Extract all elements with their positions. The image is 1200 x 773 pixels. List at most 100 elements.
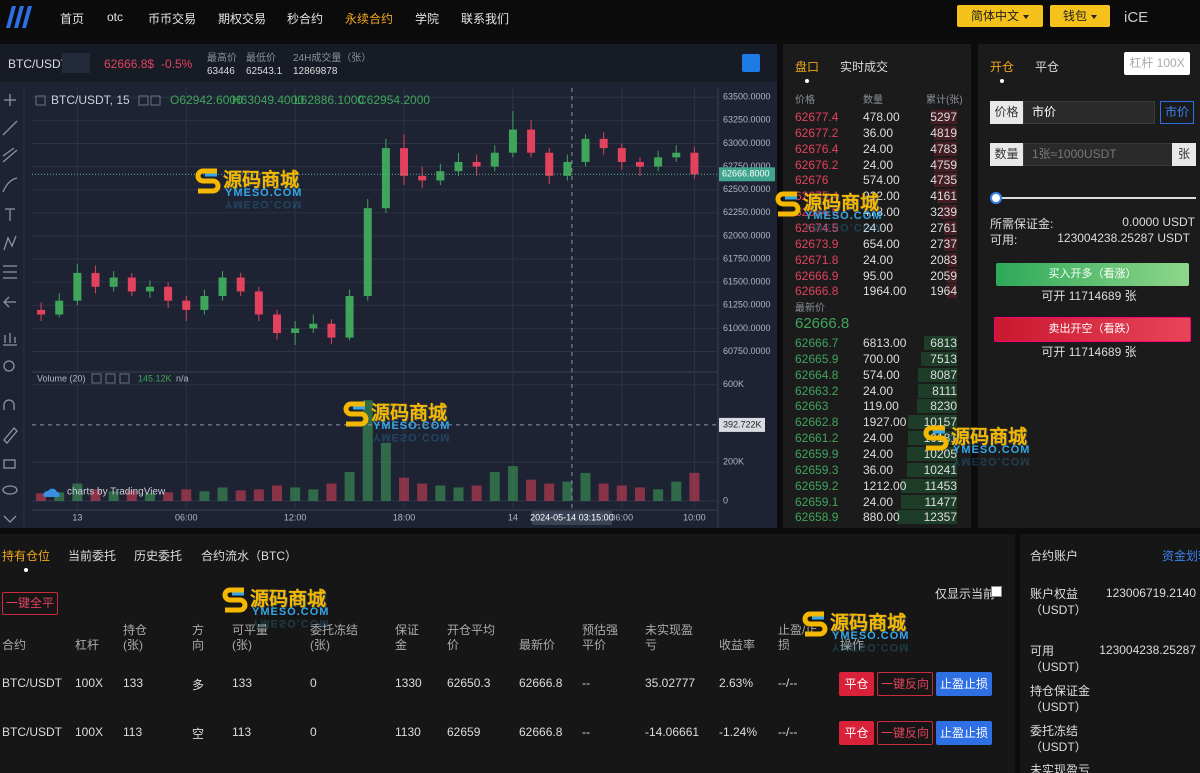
drawing-toolbar <box>2 94 18 523</box>
order-total: 2059 <box>930 268 957 283</box>
price-input[interactable]: 市价 <box>1023 101 1155 124</box>
volume-legend-icon[interactable] <box>91 373 102 384</box>
row-action-button[interactable]: 一键反向 <box>877 672 933 696</box>
market-price-button[interactable]: 市价 <box>1160 101 1194 124</box>
order-book-row[interactable]: 62666.7 6813.00 6813 <box>783 335 971 351</box>
logo[interactable] <box>4 4 34 30</box>
position-tab[interactable]: 当前委托 <box>68 549 117 563</box>
position-tab[interactable]: 合约流水（BTC） <box>201 549 298 563</box>
order-book-row[interactable]: 62671.8 24.00 2083 <box>783 252 971 268</box>
nav-item[interactable]: 永续合约 <box>345 12 394 26</box>
volume-legend-icon[interactable] <box>105 373 116 384</box>
tool-line[interactable] <box>2 120 18 136</box>
order-price: 62663.2 <box>795 383 839 398</box>
order-book-row[interactable]: 62659.9 24.00 10205 <box>783 446 971 462</box>
depth-bar <box>946 252 957 267</box>
volume-bar <box>253 489 264 501</box>
order-book-row[interactable]: 62666.8 1964.00 1964 <box>783 283 971 299</box>
order-book-row[interactable]: 62666.9 95.00 2059 <box>783 268 971 284</box>
row-action-button[interactable]: 止盈止损 <box>936 721 992 745</box>
legend-settings[interactable] <box>138 95 149 106</box>
order-book-tab[interactable]: 实时成交 <box>840 60 889 74</box>
leverage-select[interactable]: 杠杆 100X <box>1124 52 1190 75</box>
order-qty: 574.00 <box>863 173 900 188</box>
tool-pattern[interactable] <box>3 235 17 251</box>
amount-slider-track[interactable] <box>996 197 1196 199</box>
tool-eraser[interactable] <box>3 427 18 444</box>
language-button[interactable]: 简体中文 <box>957 5 1043 27</box>
order-total: 4759 <box>930 157 957 172</box>
legend-collapse[interactable] <box>35 95 46 106</box>
quantity-input[interactable]: 1张≈1000USDT <box>1023 143 1173 166</box>
position-tab[interactable]: 持有仓位 <box>2 549 51 572</box>
volume-value: 12869878 <box>293 66 338 77</box>
nav-item[interactable]: 秒合约 <box>287 12 324 26</box>
tool-zoom[interactable] <box>3 360 15 372</box>
close-all-button[interactable]: 一键全平 <box>2 592 58 615</box>
filter-checkbox[interactable] <box>991 586 1002 597</box>
nav-item[interactable]: 学院 <box>415 12 440 26</box>
user-name[interactable]: iCE <box>1124 9 1149 26</box>
tool-crosshair[interactable] <box>4 94 16 106</box>
order-book-row[interactable]: 62663.2 24.00 8111 <box>783 383 971 399</box>
order-book-row[interactable]: 62665.9 700.00 7513 <box>783 351 971 367</box>
volume-bar <box>90 489 101 501</box>
row-action-button[interactable]: 平仓 <box>839 672 874 696</box>
tool-back[interactable] <box>3 296 16 308</box>
transfer-link[interactable]: 资金划转 <box>1162 549 1200 563</box>
nav-item[interactable]: 联系我们 <box>461 12 510 26</box>
tool-measure[interactable] <box>3 333 17 346</box>
x-tick-label: 12:00 <box>284 512 307 522</box>
order-book-row[interactable]: 62674.9 478.00 3239 <box>783 204 971 220</box>
tool-fib[interactable] <box>2 147 18 163</box>
tool-lock[interactable] <box>3 459 16 469</box>
row-action-button[interactable]: 平仓 <box>839 721 874 745</box>
order-book-row[interactable]: 62659.1 24.00 11477 <box>783 494 971 510</box>
volume-bar <box>399 477 410 501</box>
fullscreen-button[interactable] <box>742 54 760 72</box>
nav-item[interactable]: 币币交易 <box>148 12 197 26</box>
ticker-icon[interactable] <box>62 53 90 73</box>
volume-legend-icon[interactable] <box>119 373 130 384</box>
order-book-row[interactable]: 62676 574.00 4735 <box>783 172 971 188</box>
candle-body <box>672 152 681 158</box>
order-book-row[interactable]: 62674.5 24.00 2761 <box>783 220 971 236</box>
legend-hide[interactable] <box>150 95 161 106</box>
position-tab[interactable]: 历史委托 <box>134 549 183 563</box>
table-header: 保证 金 <box>395 623 420 652</box>
low-value: 62543.1 <box>246 66 283 77</box>
tool-magnet[interactable] <box>3 399 15 410</box>
order-book-row[interactable]: 62664.8 574.00 8087 <box>783 367 971 383</box>
sell-short-button[interactable]: 卖出开空（看跌） <box>994 317 1191 342</box>
wallet-button[interactable]: 钱包 <box>1050 5 1110 27</box>
order-book-row[interactable]: 62659.3 36.00 10241 <box>783 462 971 478</box>
buy-long-button[interactable]: 买入开多（看涨） <box>996 263 1189 286</box>
tool-more[interactable] <box>3 515 17 523</box>
row-action-button[interactable]: 一键反向 <box>877 721 933 745</box>
amount-slider-handle[interactable] <box>990 192 1002 204</box>
nav-item[interactable]: 首页 <box>60 12 85 26</box>
chart-credit[interactable]: charts by TradingView <box>67 487 166 498</box>
trade-tab[interactable]: 平仓 <box>1035 60 1060 74</box>
order-book-tab-active[interactable]: 盘口 <box>795 60 820 83</box>
tool-brush[interactable] <box>2 177 18 193</box>
row-action-button[interactable]: 止盈止损 <box>936 672 992 696</box>
order-book-row[interactable]: 62658.9 880.00 12357 <box>783 509 971 525</box>
order-book-row[interactable]: 62673.9 654.00 2737 <box>783 236 971 252</box>
order-book-row[interactable]: 62676.4 24.00 4783 <box>783 141 971 157</box>
order-book-row[interactable]: 62661.2 24.00 10181 <box>783 430 971 446</box>
trade-tab-active[interactable]: 开仓 <box>990 60 1015 83</box>
nav-item[interactable]: otc <box>107 10 124 24</box>
order-book-row[interactable]: 62676.2 24.00 4759 <box>783 157 971 173</box>
tool-visibility[interactable] <box>2 485 18 495</box>
order-book-row[interactable]: 62659.2 1212.00 11453 <box>783 478 971 494</box>
tool-projection[interactable] <box>3 265 17 279</box>
order-book-row[interactable]: 62677.2 36.00 4819 <box>783 125 971 141</box>
order-book-row[interactable]: 62677.4 478.00 5297 <box>783 109 971 125</box>
nav-item[interactable]: 期权交易 <box>218 12 267 26</box>
order-book-row[interactable]: 62663 119.00 8230 <box>783 398 971 414</box>
order-book-row[interactable]: 62662.8 1927.00 10157 <box>783 414 971 430</box>
order-price: 62665.9 <box>795 351 839 366</box>
tool-text[interactable] <box>5 208 15 221</box>
order-book-row[interactable]: 62675.4 922.00 4161 <box>783 188 971 204</box>
